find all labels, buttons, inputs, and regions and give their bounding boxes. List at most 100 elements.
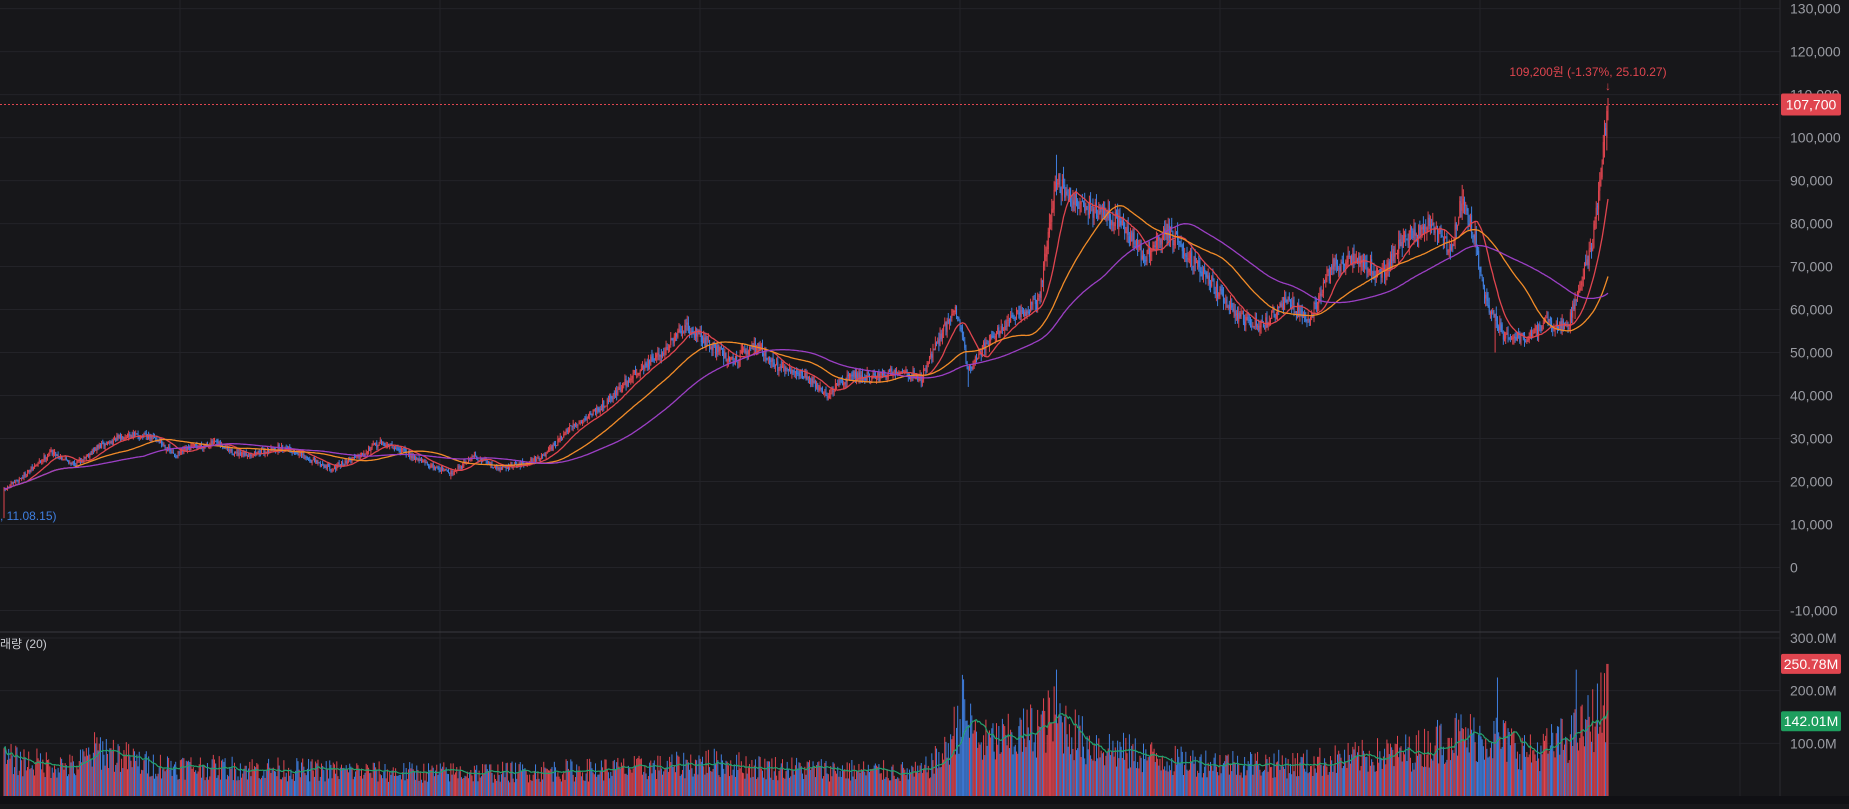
candle-body [382,442,384,444]
price-tick-label: 30,000 [1790,431,1833,447]
volume-bar [317,759,319,796]
candle-body [1131,232,1133,242]
candle-body [1000,325,1002,333]
volume-bar [694,759,696,796]
candle-body [672,339,674,344]
volume-bar [1474,742,1476,796]
candle-body [1327,269,1329,273]
candle-body [364,453,366,455]
candle-body [738,360,740,363]
candle-body [1595,207,1597,219]
candle-body [596,407,598,413]
volume-bar [759,757,761,796]
volume-bar [49,766,51,796]
volume-bar [1037,709,1039,796]
candle-body [1553,328,1555,330]
volume-bar [535,764,537,796]
candle-body [31,466,33,470]
candle-body [1605,127,1607,135]
candle-body [1448,249,1450,253]
volume-bar [710,770,712,796]
volume-bar [1332,771,1334,796]
candle-body [1491,312,1493,314]
candle-body [1329,267,1331,281]
candle-body [811,378,813,386]
candle-body [365,452,367,454]
volume-bar [1507,728,1509,796]
candle-body [1505,333,1507,339]
volume-bar [1534,754,1536,796]
volume-bar [9,758,11,796]
volume-bar [878,764,880,796]
candle-body [717,344,719,353]
candle-body [118,434,120,438]
volume-bar [1206,777,1208,796]
candle-body [987,343,989,346]
volume-bar [282,777,284,796]
candle-body [814,381,816,388]
volume-bar [858,763,860,796]
candle-body [858,372,860,379]
candle-body [368,447,370,452]
candle-body [1335,258,1337,265]
volume-bar [1052,741,1054,796]
volume-bar [1542,733,1544,796]
candle-body [1188,258,1190,260]
volume-bar [540,767,542,796]
volume-bar [383,771,385,796]
candle-body [1596,206,1598,208]
volume-bar [345,765,347,796]
candle-body [1509,336,1511,338]
candle-body [105,444,107,446]
candle-body [1019,312,1021,319]
volume-bar [850,780,852,796]
candle-body [32,466,34,470]
volume-bar [531,780,533,796]
candle-body [819,386,821,390]
volume-bar [523,769,525,796]
candle-body [218,441,220,444]
candle-body [1593,224,1595,247]
candle-body [112,439,114,445]
candle-body [221,444,223,447]
volume-bar [960,736,962,796]
volume-bar [593,774,595,796]
candle-body [946,321,948,333]
volume-bar [1165,770,1167,796]
candle-body [400,448,402,454]
volume-bar [780,763,782,796]
volume-bar [1228,774,1230,796]
candle-body [954,306,956,313]
candle-body [1434,227,1436,234]
volume-bar [736,754,738,796]
volume-bar [1266,759,1268,796]
volume-bar [391,770,393,796]
candle-body [1134,245,1136,247]
volume-bar [720,754,722,796]
volume-bar [612,761,614,796]
volume-bar [14,767,16,796]
volume-bar [1404,754,1406,796]
candle-body [1265,317,1267,329]
volume-bar [506,762,508,796]
volume-bar [1199,756,1201,796]
volume-bar [312,770,314,796]
volume-bar [1001,718,1003,796]
bottom-strip [0,796,1849,804]
candle-body [1507,332,1509,337]
candle-body [110,440,112,442]
volume-bar [117,744,119,796]
candle-body [1020,310,1022,317]
volume-bar [526,774,528,796]
volume-bar [1508,731,1510,796]
volume-bar [1546,728,1548,796]
volume-bar [437,774,439,796]
volume-bar [920,763,922,796]
volume-bar [1047,690,1049,796]
volume-bar [804,766,806,796]
volume-bar [1291,774,1293,796]
candle-body [291,451,293,453]
volume-bar [799,762,801,796]
